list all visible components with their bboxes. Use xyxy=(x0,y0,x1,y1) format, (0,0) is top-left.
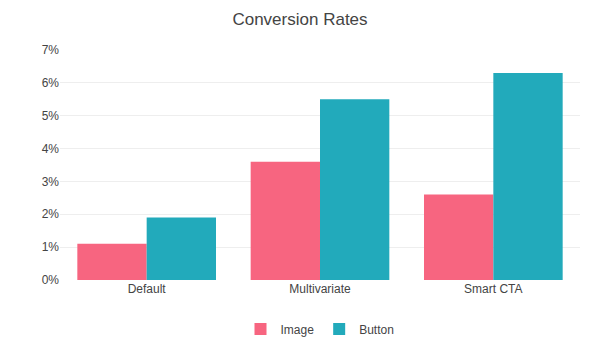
svg-text:1%: 1% xyxy=(42,240,60,254)
svg-text:0%: 0% xyxy=(42,273,60,287)
svg-text:Default: Default xyxy=(128,282,167,296)
svg-text:5%: 5% xyxy=(42,109,60,123)
svg-text:Conversion Rates: Conversion Rates xyxy=(232,10,367,29)
svg-text:Multivariate: Multivariate xyxy=(289,282,351,296)
svg-text:3%: 3% xyxy=(42,175,60,189)
svg-text:6%: 6% xyxy=(42,76,60,90)
svg-text:7%: 7% xyxy=(42,43,60,57)
svg-text:Image: Image xyxy=(281,323,315,337)
svg-text:4%: 4% xyxy=(42,142,60,156)
svg-text:Smart CTA: Smart CTA xyxy=(464,282,522,296)
svg-text:2%: 2% xyxy=(42,207,60,221)
svg-text:Button: Button xyxy=(359,323,394,337)
